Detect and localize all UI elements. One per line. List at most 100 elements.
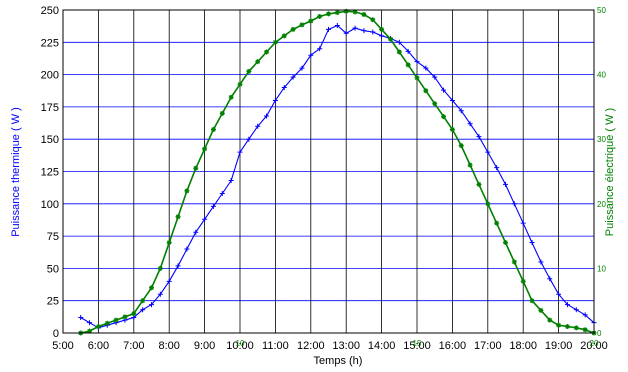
thermal-point	[361, 28, 367, 34]
electric-point	[140, 298, 146, 304]
extra-tick-labels: 10 15 20	[236, 339, 599, 348]
thermal-point	[326, 26, 331, 32]
x-tick-label: 15:00	[403, 340, 431, 352]
thermal-point	[414, 59, 420, 65]
thermal-point	[352, 25, 358, 31]
thermal-point	[184, 246, 190, 252]
x-tick-label: 7:00	[123, 340, 144, 352]
electric-point	[352, 9, 358, 15]
electric-point	[432, 101, 438, 107]
electric-point	[573, 325, 579, 331]
thermal-point	[458, 108, 464, 114]
thermal-point	[379, 33, 385, 39]
thermal-point	[370, 29, 376, 35]
electric-series	[78, 8, 597, 336]
y2-tick-labels: 0 10 20 30 40 50	[597, 6, 606, 338]
thermal-point	[334, 23, 340, 29]
y2-tick-label: 10	[597, 264, 606, 273]
electric-point	[166, 240, 172, 246]
y2-tick-label: 30	[597, 135, 606, 144]
thermal-point	[87, 320, 93, 326]
electric-point	[193, 165, 199, 171]
electric-point	[343, 8, 349, 14]
x-tick-label: 14:00	[368, 340, 396, 352]
thermal-point	[511, 201, 517, 207]
y-tick-label: 150	[41, 134, 59, 146]
electric-point	[503, 240, 508, 246]
y-tick-label: 0	[53, 328, 59, 340]
y2-axis-label: Puissance électrique ( W )	[604, 108, 616, 236]
y2-tick-label: 50	[597, 6, 606, 15]
x-tick-label: 9:00	[194, 340, 215, 352]
thermal-point	[582, 312, 588, 318]
electric-point	[370, 17, 376, 23]
electric-point	[210, 127, 216, 133]
thermal-point	[494, 165, 500, 171]
x-tick-label: 17:00	[474, 340, 502, 352]
x-tick-label: 19:00	[545, 340, 573, 352]
thermal-point	[157, 291, 163, 297]
x-tick-label: 18:00	[509, 340, 537, 352]
electric-point	[423, 88, 429, 94]
thermal-point	[485, 149, 491, 155]
y-tick-label: 25	[47, 296, 59, 308]
x-tick-label: 16:00	[439, 340, 467, 352]
electric-point	[149, 285, 154, 291]
electric-point	[113, 317, 119, 323]
thermal-point	[272, 97, 278, 103]
electric-point	[582, 327, 588, 333]
thermal-point	[449, 97, 455, 103]
electric-point	[396, 49, 402, 55]
y2-tick-label: 40	[597, 71, 606, 80]
thermal-point	[140, 307, 146, 313]
electric-point	[175, 214, 181, 220]
y-tick-label: 75	[47, 231, 59, 243]
electric-point	[281, 33, 287, 39]
y-tick-label: 250	[41, 5, 59, 17]
electric-point	[449, 127, 455, 133]
electric-point	[511, 259, 517, 265]
electric-point	[219, 110, 225, 116]
thermal-point	[529, 240, 535, 246]
electric-point	[529, 298, 535, 304]
electric-point	[87, 328, 93, 334]
thermal-point	[175, 263, 181, 269]
x-minor-tick-label: 10	[236, 339, 245, 348]
electric-point	[379, 26, 385, 32]
electric-point	[264, 49, 270, 55]
thermal-point	[149, 302, 154, 308]
thermal-point	[237, 149, 243, 155]
electric-point	[485, 201, 491, 207]
thermal-point	[228, 178, 234, 184]
electric-point	[95, 324, 101, 330]
electric-point	[184, 188, 190, 194]
x-minor-tick-label: 20	[590, 339, 599, 348]
thermal-point	[343, 30, 349, 36]
thermal-point	[299, 65, 305, 71]
y-tick-label: 100	[41, 199, 59, 211]
x-tick-label: 6:00	[88, 340, 109, 352]
electric-point	[387, 36, 393, 42]
thermal-point	[264, 113, 270, 119]
electric-point	[290, 26, 296, 32]
x-tick-label: 5:00	[52, 340, 73, 352]
electric-point	[538, 307, 544, 313]
x-tick-labels: 5:00 6:00 7:00 8:00 9:00 10:00 11:00 12:00 13:00…	[52, 340, 607, 352]
thermal-point	[166, 278, 172, 284]
x-axis-label: Temps (h)	[314, 355, 363, 367]
thermal-point	[564, 302, 570, 308]
thermal-point	[538, 259, 544, 265]
thermal-point	[219, 190, 225, 196]
thermal-point	[423, 65, 429, 71]
electric-point	[334, 10, 340, 16]
electric-point	[272, 39, 278, 45]
thermal-point	[503, 181, 508, 187]
x-tick-label: 12:00	[297, 340, 325, 352]
x-tick-label: 20:00	[580, 340, 608, 352]
thermal-point	[520, 220, 526, 226]
electric-point	[228, 94, 234, 100]
electric-point	[458, 143, 464, 149]
electric-point	[246, 68, 252, 74]
x-tick-label: 10:00	[226, 340, 254, 352]
